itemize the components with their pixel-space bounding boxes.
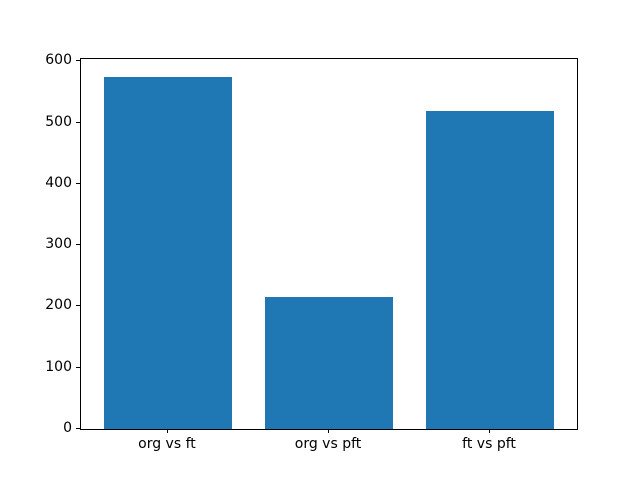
y-tick-label: 500 [45, 113, 72, 130]
y-tick-mark [76, 182, 80, 184]
y-tick-label: 300 [45, 236, 72, 253]
bar-ft-vs-pft [425, 110, 555, 429]
x-tick-label: ft vs pft [462, 436, 516, 452]
y-tick-mark [76, 305, 80, 307]
x-tick-mark [328, 429, 329, 433]
y-tick-label: 200 [45, 297, 72, 314]
y-tick-label: 600 [45, 52, 72, 69]
bar-org-vs-pft [264, 296, 394, 429]
y-tick-label: 400 [45, 174, 72, 191]
y-tick-mark [76, 60, 80, 62]
y-tick-mark [76, 428, 80, 429]
y-tick-mark [76, 366, 80, 368]
bar-org-vs-ft [103, 76, 233, 429]
x-tick-label: org vs pft [294, 436, 362, 452]
x-tick-mark [166, 429, 168, 433]
y-tick-mark [76, 244, 80, 246]
plot-area [80, 58, 578, 430]
x-tick-mark [489, 429, 491, 433]
y-tick-label: 0 [63, 420, 72, 436]
y-tick-label: 100 [45, 358, 72, 375]
x-tick-label: org vs ft [138, 436, 196, 452]
y-tick-mark [76, 121, 80, 123]
